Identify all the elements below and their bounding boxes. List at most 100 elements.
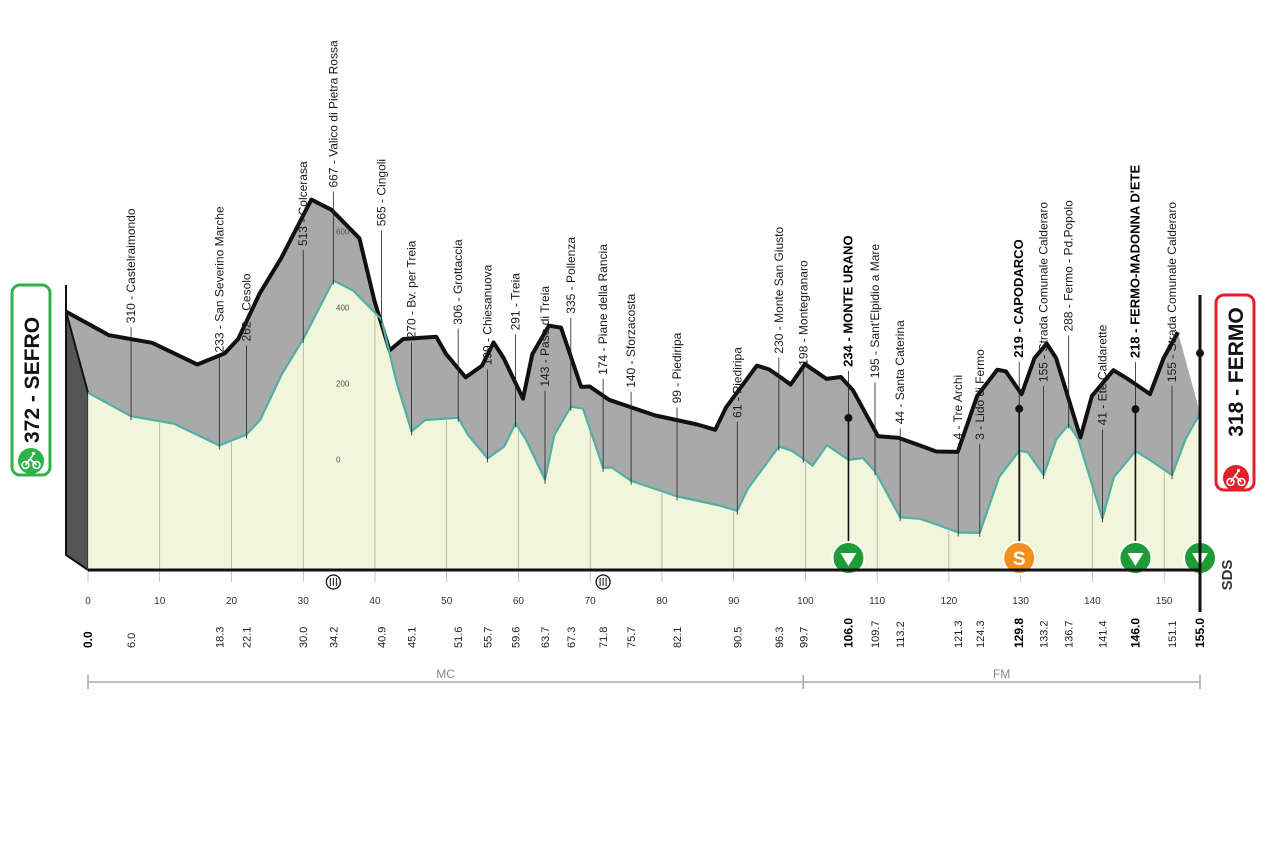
feed-zone-glyph [599,578,607,586]
location-label: 288 - Fermo - Pd.Popolo [1062,200,1076,332]
x-tick-label: 20 [226,596,238,607]
km-label: 113.2 [895,621,907,648]
x-tick-label: 40 [369,596,381,607]
start-badge-label: 372 - SEFRO [21,317,44,443]
km-label: 129.8 [1012,618,1026,648]
location-label: 310 - Castelraimondo [124,208,138,323]
start-cyclist-glyph [21,454,41,470]
km-label: 106.0 [841,618,855,648]
km-label: 124.3 [975,620,987,648]
km-label: 96.3 [774,627,786,648]
profile-top-face [66,199,1200,533]
km-label: 121.3 [953,620,965,648]
km-label: 59.6 [511,627,523,648]
km-label: 133.2 [1039,620,1051,648]
start-km-label: 0.0 [81,631,95,648]
location-label: 219 - CAPODARCO [1011,239,1026,357]
sprint-marker-icon [1002,541,1037,575]
km-label: 151.1 [1167,620,1179,648]
sds-logo: SDS [1219,560,1236,591]
km-label: 99.7 [798,627,810,648]
location-label: 143 - Paso di Treia [538,286,552,387]
kom-triangle-icon [840,553,857,566]
y-tick-label: 200 [336,379,350,388]
location-label: 198 - Montegranaro [796,260,810,366]
x-tick-label: 110 [869,596,885,607]
location-label: 99 - Piediripa [670,332,684,403]
x-tick-label: 70 [585,596,597,607]
km-label: 6.0 [126,633,138,648]
location-label: 667 - Valico di Pietra Rossa [326,40,340,188]
labels-group: 310 - Castelraimondo 233 - San Severino M… [124,40,1179,537]
location-label: 262 - Cesolo [240,273,254,341]
location-label: 218 - FERMO-MADONNA D'ETE [1127,165,1142,359]
location-label: 44 - Santa Caterina [893,320,907,424]
x-tick-label: 80 [656,596,668,607]
location-label: 230 - Monte San Giusto [772,227,786,354]
location-label: 195 - Sant'Elpidio a Mare [868,244,882,379]
location-label: 234 - MONTE URANO [840,235,855,366]
feed-zone-glyph [329,578,337,586]
finish-km-label: 155.0 [1193,618,1207,648]
location-label: 4 - Tre Archi [951,375,965,440]
marker-dot [844,413,853,422]
x-tick-label: 130 [1012,596,1029,607]
location-label: 335 - Pollenza [564,237,578,314]
marker-dot [1015,404,1024,413]
km-label: 18.3 [214,627,226,648]
km-label: 34.2 [328,627,340,648]
km-label: 82.1 [672,627,684,648]
x-tick-label: 90 [728,596,740,607]
km-label: 63.7 [540,627,552,648]
km-label: 51.6 [453,627,465,648]
location-label: 155 - Strada Comunale Calderaro [1165,202,1179,382]
sprint-marker-letter: S [1013,549,1026,570]
km-label: 90.5 [732,627,744,648]
km-label: 67.3 [566,627,578,648]
x-tick-label: 10 [154,596,166,607]
x-tick-label: 140 [1084,596,1101,607]
x-tick-label: 0 [85,596,91,607]
marker-dot [1131,405,1140,414]
profile-front-face [88,280,1200,570]
finish-cyclist-glyph [1226,471,1246,487]
km-label: 109.7 [870,620,882,648]
km-label: 136.7 [1064,620,1076,648]
km-label: 146.0 [1128,618,1142,648]
location-label: 140 - Sforzacosta [624,293,638,387]
regions-group: MC FM [87,667,1201,689]
location-label: 41 - Ete Caldarette [1095,324,1109,425]
location-label: 233 - San Severino Marche [212,206,226,352]
kom-triangle-icon [1127,553,1144,566]
km-label: 30.0 [298,627,310,648]
finish-cyclist-head [1236,468,1241,473]
start-cyclist-head [31,451,36,456]
y-tick-label: 400 [336,303,350,312]
x-axis-group: 0 10 20 30 40 50 60 70 80 90 100 110 120 130 140 150 6.0… [65,285,1207,648]
location-label: 174 - Piane della Rancia [596,244,610,375]
y-tick-label: 600 [336,227,350,236]
x-tick-label: 100 [797,596,814,607]
x-tick-label: 50 [441,596,453,607]
y-tick-label: 0 [336,455,341,464]
km-label: 71.8 [598,627,610,648]
location-label: 306 - Grottaccia [451,239,465,325]
location-label: 199 - Chiesanuova [481,264,495,365]
x-tick-label: 120 [941,596,958,607]
km-label: 22.1 [242,627,254,648]
start-badge-frame [10,283,52,477]
location-label: 291 - Treia [509,273,523,331]
region-label: FM [993,667,1010,681]
location-label: 3 - Lido di Fermo [973,349,987,440]
location-label: 270 - Bv. per Treia [405,240,419,338]
x-tick-label: 30 [298,596,310,607]
location-label: 565 - Cingoli [374,159,388,226]
location-label: 513 - Colcerasa [296,161,310,246]
km-label: 40.9 [376,627,388,648]
region-label: MC [436,667,455,681]
km-label: 45.1 [407,627,419,648]
profile-ridge-line [65,197,1180,454]
km-label: 141.4 [1097,620,1109,648]
x-tick-label: 60 [513,596,525,607]
